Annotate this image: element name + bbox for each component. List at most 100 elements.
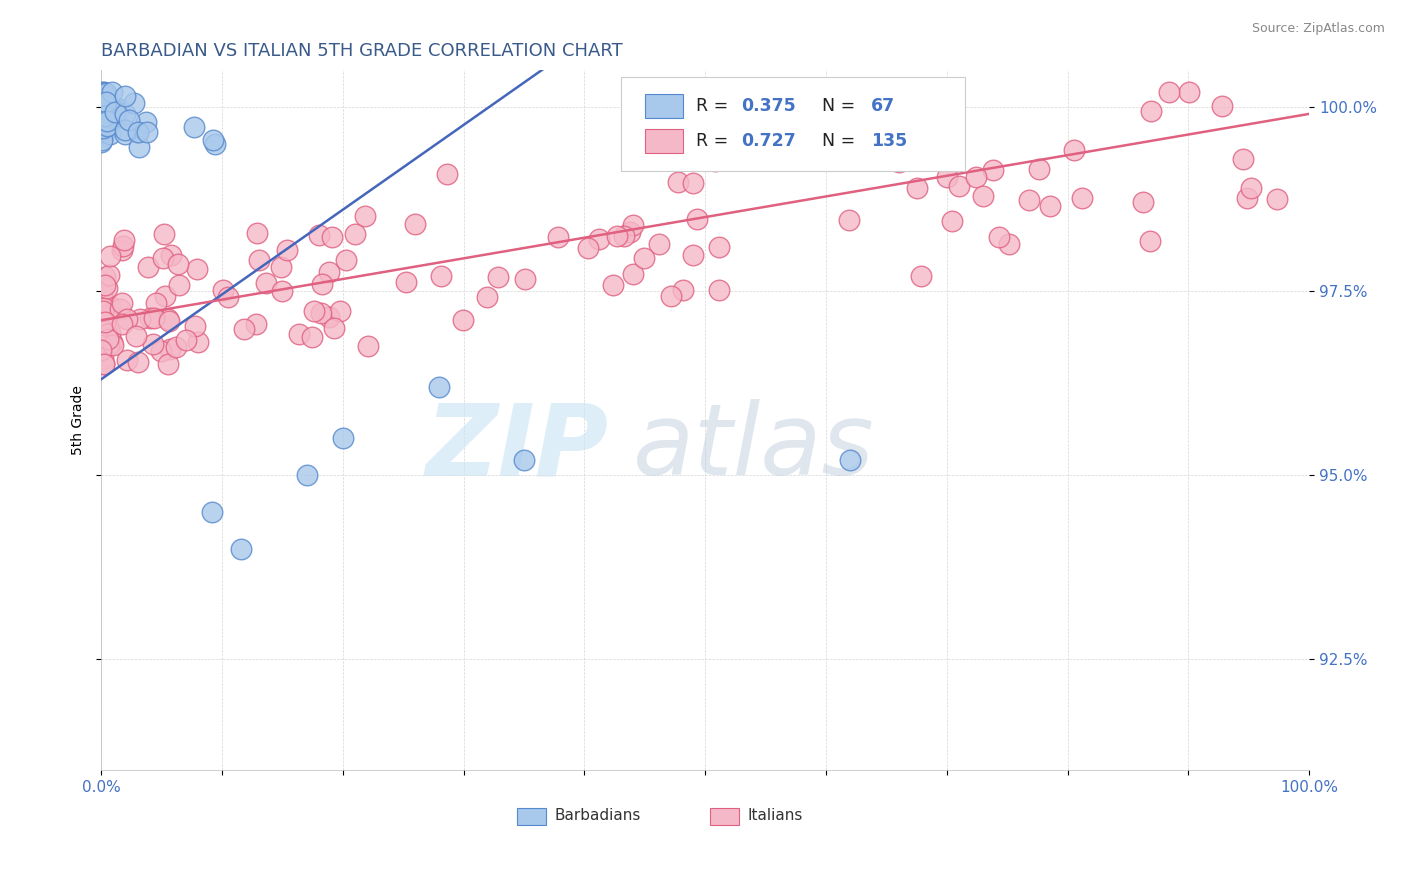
Point [90,133,112,147]
Point [91,85,114,99]
Point [145,296,167,310]
Text: R =: R = [696,97,734,115]
Point [125,329,148,343]
Point [1039,199,1062,213]
Text: 135: 135 [870,132,907,150]
Point [142,310,165,325]
FancyBboxPatch shape [645,95,683,118]
Point [910,268,932,283]
Point [136,125,159,139]
Point [94,98,117,112]
Point [104,105,127,120]
Point [211,283,233,297]
Point [127,125,149,139]
FancyBboxPatch shape [620,77,965,171]
Point [90,343,112,357]
Text: 0.727: 0.727 [741,132,796,150]
Point [1139,234,1161,248]
Point [159,248,181,262]
Point [91,128,114,143]
Point [112,233,135,247]
Point [271,284,294,298]
Point [93,90,115,104]
Point [114,127,136,141]
Point [186,262,208,277]
Point [96,113,118,128]
Point [965,169,987,184]
Point [935,169,957,184]
Point [972,189,994,203]
Point [114,122,136,136]
Point [613,229,636,244]
Point [254,276,277,290]
Point [249,253,271,268]
Point [96,89,118,103]
Point [98,112,121,127]
Point [357,339,380,353]
Text: 67: 67 [870,97,894,115]
Point [94,86,117,100]
Point [97,338,120,352]
Point [948,179,970,194]
Point [395,275,418,289]
Point [323,321,346,335]
Point [204,136,226,151]
Point [135,115,157,129]
Point [202,133,225,147]
Point [311,277,333,292]
Point [157,312,180,326]
Point [128,139,150,153]
Point [588,232,610,246]
Text: Italians: Italians [748,808,803,823]
Point [332,431,354,445]
Point [107,103,129,117]
Point [430,268,453,283]
Point [157,358,180,372]
Point [165,340,187,354]
Point [318,310,340,325]
Point [166,257,188,271]
Point [621,268,644,282]
Point [183,120,205,134]
Text: R =: R = [696,132,734,150]
Point [839,453,862,467]
Point [93,351,115,365]
Point [101,113,124,128]
Point [90,287,112,301]
Point [93,358,115,372]
Text: Barbadians: Barbadians [554,808,641,823]
Point [547,229,569,244]
Point [96,281,118,295]
Point [91,109,114,123]
Point [110,243,132,257]
Point [90,122,112,136]
Point [94,277,117,292]
FancyBboxPatch shape [645,129,683,153]
Point [246,226,269,240]
Point [1178,85,1201,99]
Point [96,310,118,324]
Point [1140,104,1163,119]
Point [1071,191,1094,205]
Point [176,334,198,348]
Text: ZIP: ZIP [426,400,609,496]
Point [184,319,207,334]
Point [606,228,628,243]
Point [301,329,323,343]
Point [1132,194,1154,209]
Text: Source: ZipAtlas.com: Source: ZipAtlas.com [1251,22,1385,36]
Point [93,109,115,123]
Point [98,299,121,313]
Point [513,271,536,285]
Point [93,112,115,126]
Y-axis label: 5th Grade: 5th Grade [72,384,86,455]
Point [93,86,115,100]
Point [1211,99,1233,113]
Point [1018,194,1040,208]
Point [93,98,115,112]
Point [1157,85,1180,99]
Point [94,315,117,329]
Point [98,268,121,283]
Point [709,240,731,254]
Text: N =: N = [823,132,860,150]
